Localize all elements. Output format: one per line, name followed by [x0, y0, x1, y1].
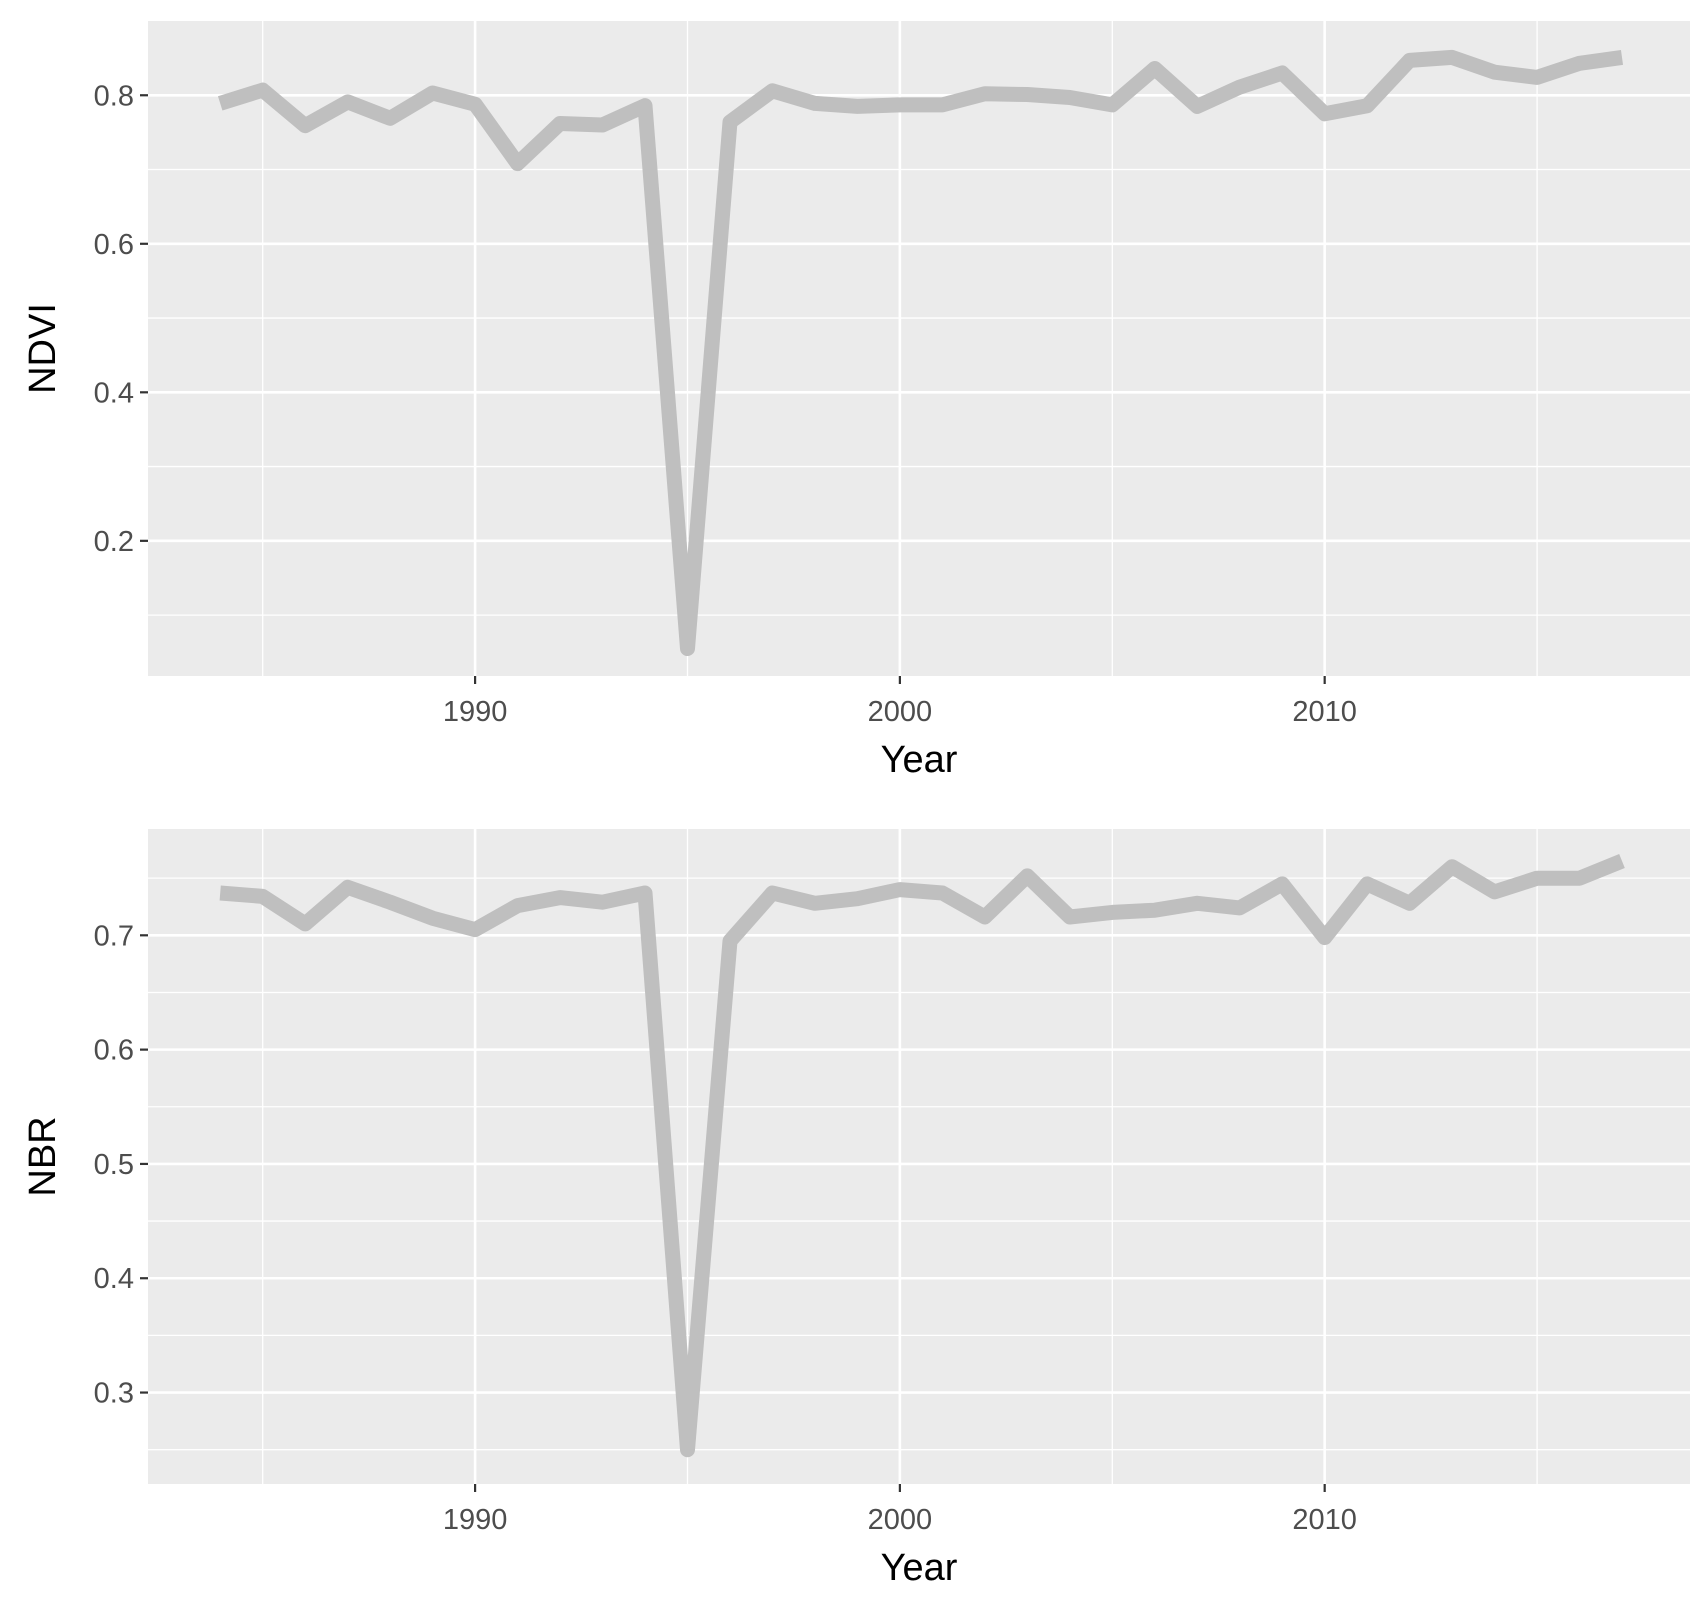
nbr-y-tick-label: 0.3 [94, 1378, 134, 1410]
ndvi-y-tick-label: 0.2 [94, 526, 134, 558]
nbr-y-tick-label: 0.4 [94, 1263, 134, 1295]
ndvi-x-axis-title: Year [881, 739, 958, 781]
ndvi-y-axis-title: NDVI [22, 303, 64, 394]
nbr-x-tick-label: 2010 [1292, 1504, 1357, 1536]
ndvi-series-line [217, 49, 1624, 656]
nbr-panel-background [148, 829, 1690, 1484]
nbr-y-tick-label: 0.7 [94, 920, 134, 952]
ndvi-chart: 0.2 0.4 0.6 0.8 1990 2000 2010 Year NDVI [22, 21, 1690, 781]
ndvi-panel-background [148, 21, 1690, 676]
ndvi-x-tick-label: 2000 [868, 696, 933, 728]
ndvi-y-tick-label: 0.8 [94, 80, 134, 112]
nbr-y-tick-label: 0.6 [94, 1035, 134, 1067]
nbr-chart: 0.3 0.4 0.5 0.6 0.7 1990 2000 2010 Year NBR [22, 829, 1690, 1589]
nbr-x-tick-label: 1990 [443, 1504, 508, 1536]
ndvi-y-tick-label: 0.6 [94, 229, 134, 261]
nbr-x-tick-label: 2000 [868, 1504, 933, 1536]
nbr-x-axis-title: Year [881, 1547, 958, 1589]
nbr-series-line [219, 854, 1625, 1458]
nbr-y-axis-title: NBR [22, 1116, 64, 1196]
nbr-y-tick-label: 0.5 [94, 1149, 134, 1181]
ndvi-y-tick-label: 0.4 [94, 377, 134, 409]
ndvi-x-tick-label: 2010 [1292, 696, 1357, 728]
ndvi-x-tick-label: 1990 [443, 696, 508, 728]
